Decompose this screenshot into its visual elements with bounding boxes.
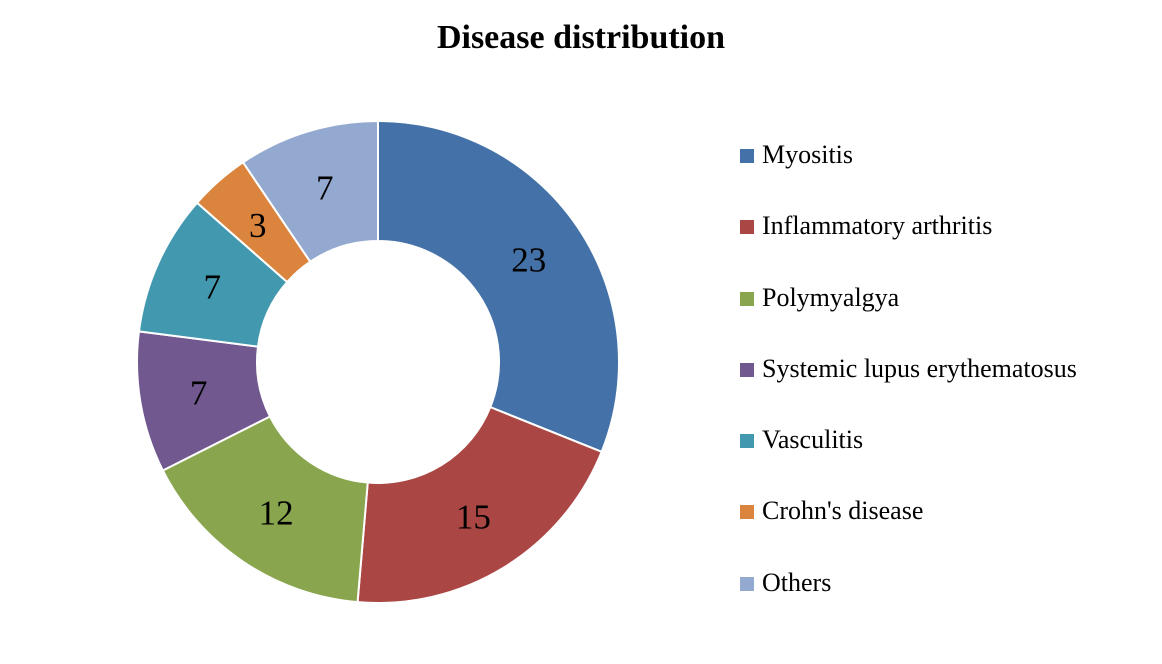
legend-swatch [740, 505, 754, 520]
legend-item-systemic-lupus-erythematosus: Systemic lupus erythematosus [740, 351, 1160, 422]
slice-inflammatory-arthritis [356, 405, 603, 604]
legend: Myositis Inflammatory arthritis Polymyalgy… [740, 137, 1160, 636]
legend-swatch [740, 362, 754, 377]
legend-label: Crohn's disease [762, 496, 924, 526]
data-label-vasculitis: 7 [203, 268, 221, 307]
legend-item-polymyalgya: Polymyalgya [740, 280, 1160, 351]
legend-label: Vasculitis [762, 425, 864, 455]
legend-label: Myositis [762, 140, 854, 169]
legend-swatch [740, 149, 754, 163]
legend-swatch [740, 291, 754, 306]
data-label-systemic-lupus-erythematosus: 7 [190, 373, 208, 412]
legend-item-myositis: Myositis [740, 137, 1160, 208]
data-label-myositis: 23 [511, 241, 546, 280]
legend-item-others: Others [740, 565, 1160, 636]
legend-label: Others [762, 567, 832, 597]
legend-label: Inflammatory arthritis [762, 211, 993, 241]
legend-label: Systemic lupus erythematosus [762, 353, 1077, 383]
donut-slices [136, 119, 620, 604]
chart-title: Disease distribution [436, 19, 726, 56]
legend-item-vasculitis: Vasculitis [740, 422, 1160, 493]
slice-others [241, 119, 379, 264]
legend-swatch [740, 576, 754, 591]
slice-myositis [377, 119, 620, 454]
data-label-others: 7 [316, 169, 334, 208]
data-label-inflammatory-arthritis: 15 [456, 498, 491, 537]
slice-polymyalgya [161, 415, 369, 604]
legend-item-crohn-s-disease: Crohn's disease [740, 493, 1160, 564]
legend-label: Polymyalgya [762, 282, 900, 312]
data-label-polymyalgya: 12 [259, 493, 294, 532]
legend-swatch [740, 220, 754, 235]
data-label-crohn-s-disease: 3 [249, 206, 267, 245]
legend-swatch [740, 434, 754, 449]
legend-item-inflammatory-arthritis: Inflammatory arthritis [740, 208, 1160, 279]
